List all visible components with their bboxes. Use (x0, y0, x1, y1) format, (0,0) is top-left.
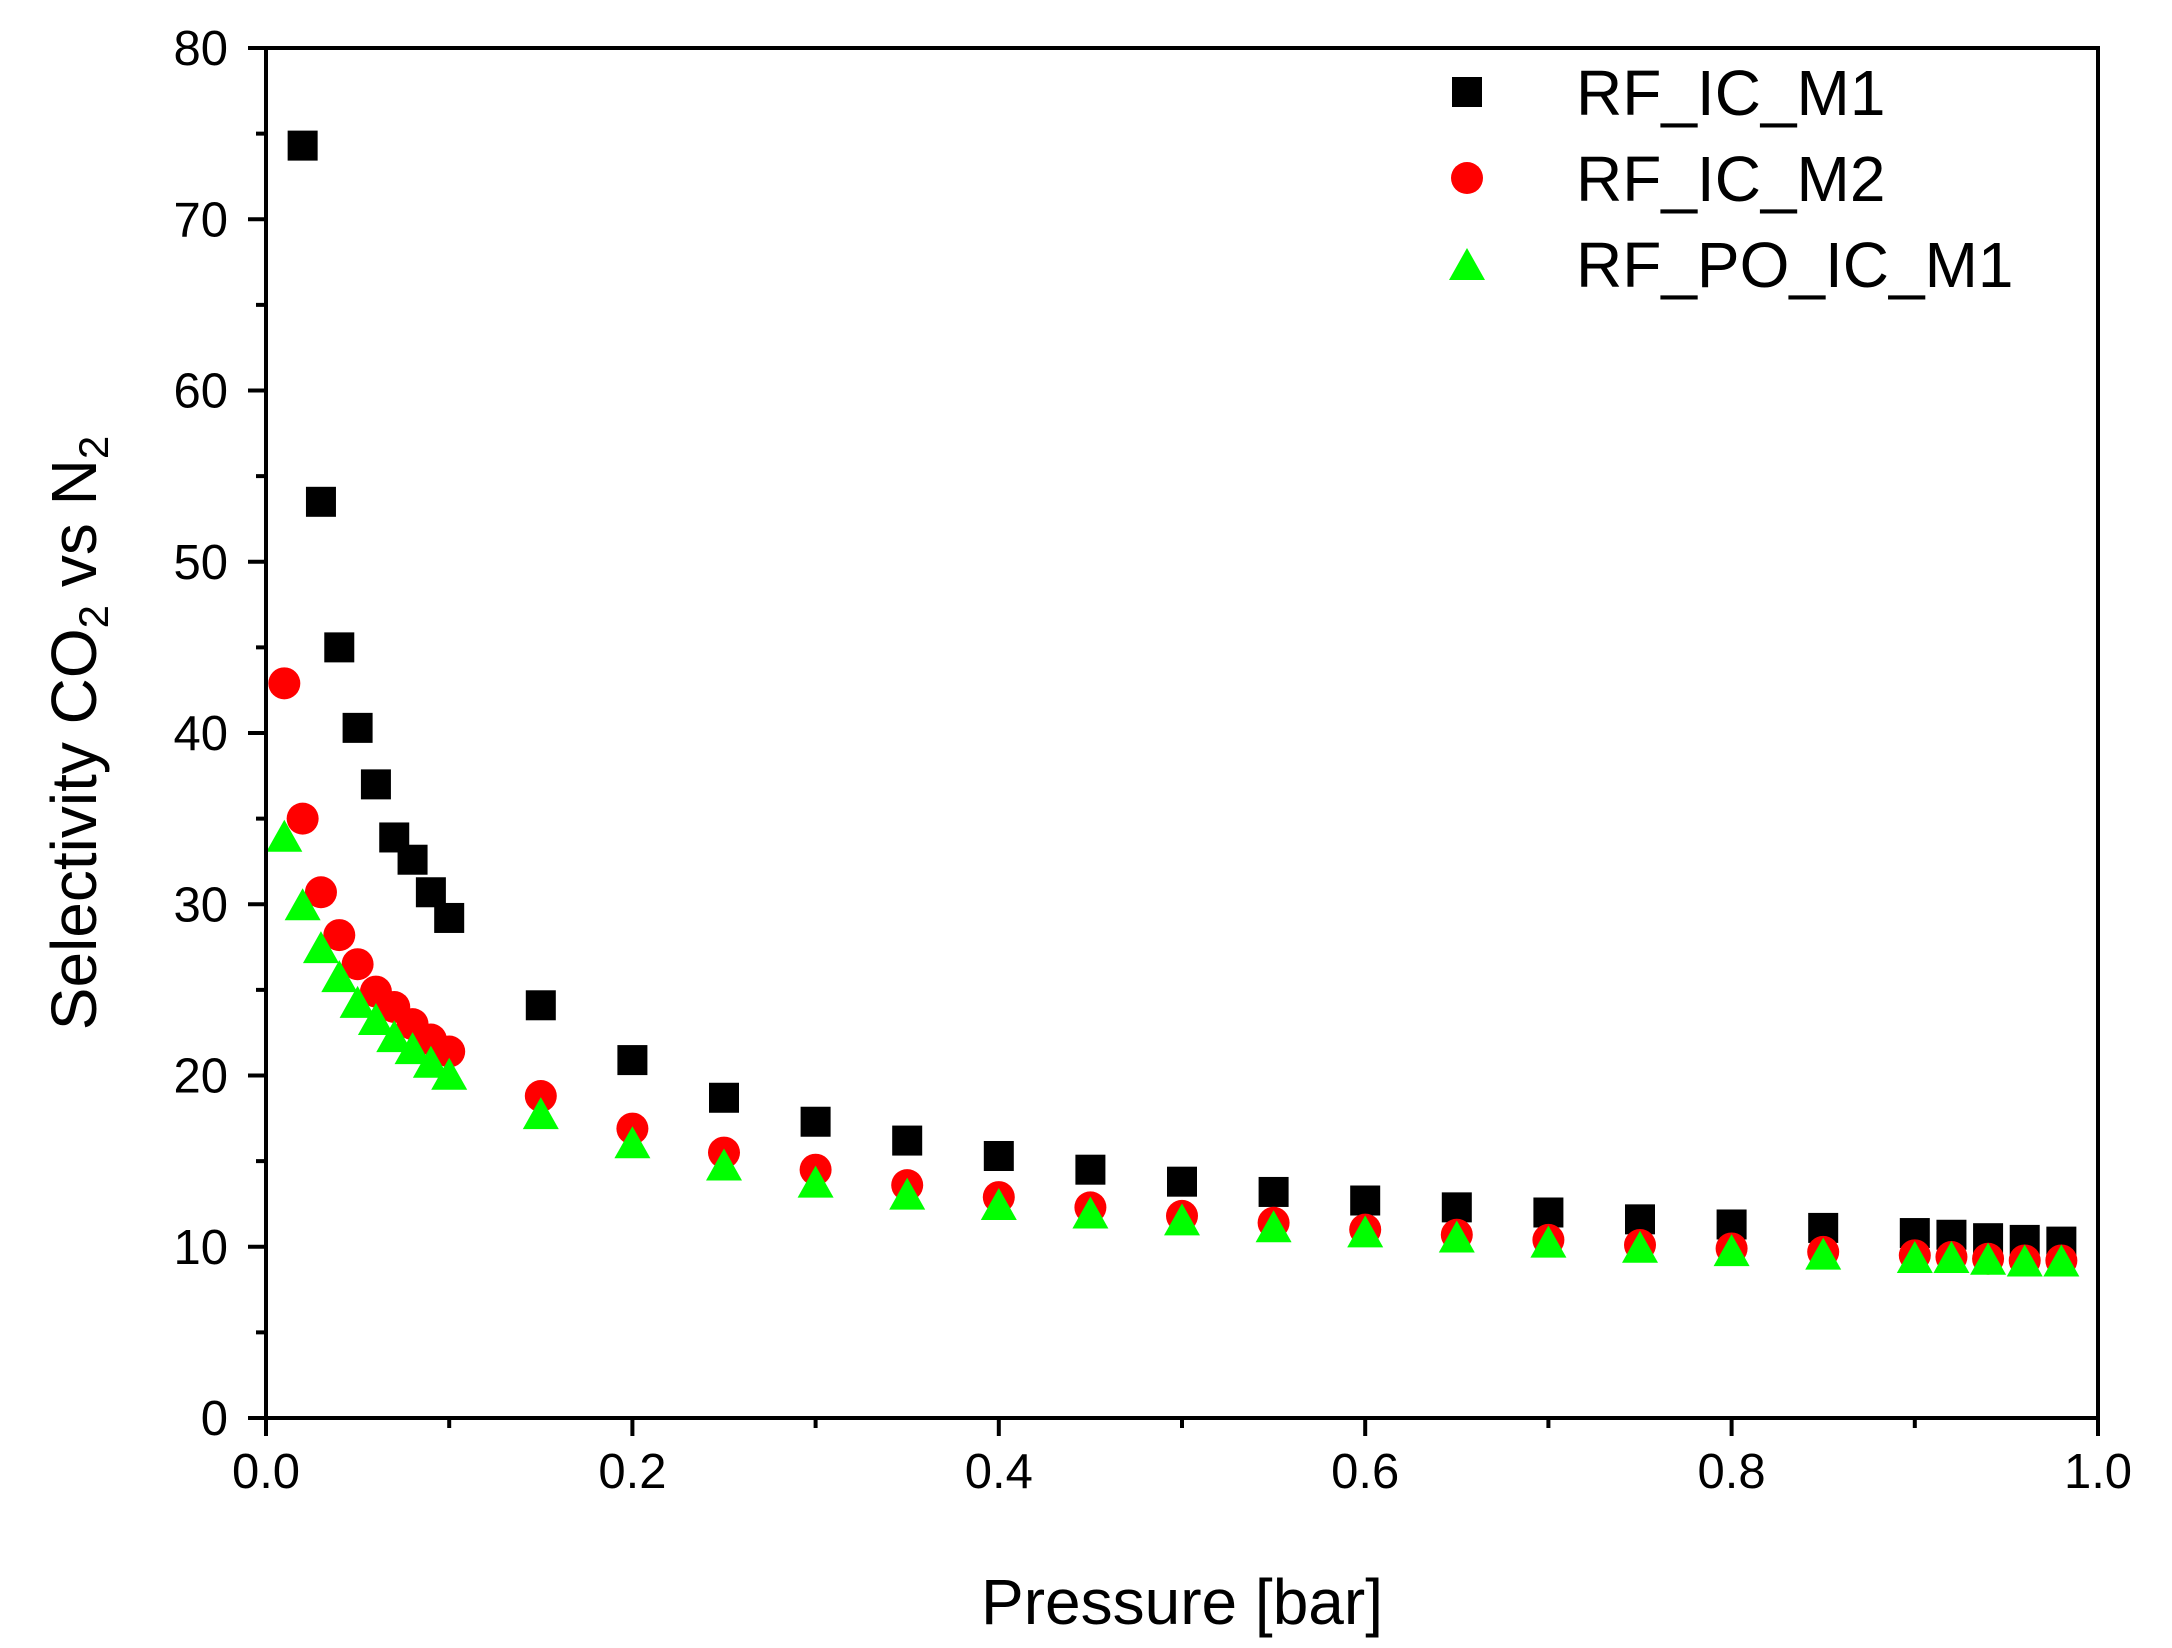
data-point (1533, 1197, 1564, 1228)
data-point (397, 844, 428, 875)
data-point (302, 931, 339, 964)
data-point (706, 1148, 742, 1181)
x-axis-title: Pressure [bar] (981, 1566, 1383, 1638)
data-point (1255, 1210, 1292, 1243)
data-point (889, 1177, 926, 1210)
data-point (524, 1080, 557, 1113)
data-point (1805, 1237, 1842, 1270)
axis-ticks: 0.0 0.2 0.4 0.6 0.8 1.0 0 10 20 30 40 50 60 70 80 (173, 22, 2132, 1499)
data-point (1896, 1241, 1933, 1274)
legend-item-rf-po-ic-m1: RF_PO_IC_M1 (1449, 229, 2013, 301)
data-point (1350, 1185, 1381, 1216)
legend-label-rf-ic-m2: RF_IC_M2 (1576, 143, 1885, 215)
data-point (1075, 1154, 1106, 1185)
data-point (376, 1020, 413, 1053)
data-point (266, 819, 303, 852)
y-tick-label: 60 (173, 365, 228, 419)
data-point (412, 1045, 449, 1078)
data-point (1072, 1196, 1109, 1229)
data-point (892, 1125, 923, 1156)
y-tick-label: 70 (173, 193, 228, 247)
y-tick-label: 30 (173, 878, 228, 932)
data-point (304, 876, 337, 909)
data-point (2043, 1244, 2080, 1277)
y-tick-label: 20 (173, 1050, 228, 1104)
data-point (341, 948, 374, 981)
data-point (1530, 1225, 1567, 1258)
legend-marker-circle-icon (1451, 162, 1483, 194)
data-point (1713, 1234, 1750, 1267)
x-tick-label: 0.4 (965, 1445, 1033, 1499)
data-point (800, 1106, 831, 1137)
data-point (433, 1035, 466, 1068)
data-point (1164, 1203, 1200, 1236)
legend-item-rf-ic-m2: RF_IC_M2 (1451, 143, 1885, 215)
legend-marker-square-icon (1452, 77, 1482, 107)
data-point (431, 1057, 468, 1090)
legend-marker-triangle-icon (1449, 248, 1485, 280)
data-markers (266, 130, 2080, 1277)
x-tick-label: 1.0 (2064, 1445, 2132, 1499)
data-point (1167, 1166, 1197, 1197)
data-point (357, 1002, 394, 1035)
data-point (323, 919, 356, 952)
data-point (617, 1045, 648, 1076)
x-tick-label: 0.0 (232, 1445, 300, 1499)
data-point (525, 990, 556, 1021)
data-point (305, 486, 336, 517)
legend-item-rf-ic-m1: RF_IC_M1 (1452, 57, 1885, 129)
legend-label-rf-po-ic-m1: RF_PO_IC_M1 (1576, 229, 2013, 301)
y-axis-title-middle: vs N (38, 459, 110, 605)
data-point (1933, 1241, 1970, 1274)
data-point (797, 1165, 834, 1198)
data-point (1441, 1192, 1472, 1223)
legend: RF_IC_M1 RF_IC_M2 RF_PO_IC_M1 (1449, 57, 2013, 301)
series-rf-po-ic-m1 (266, 819, 2080, 1277)
data-point (2006, 1244, 2043, 1277)
data-point (321, 960, 358, 993)
data-point (1438, 1220, 1475, 1253)
data-point (434, 902, 465, 933)
data-point (1347, 1215, 1384, 1248)
y-tick-label: 0 (201, 1392, 228, 1446)
y-tick-label: 40 (173, 707, 228, 761)
data-point (342, 712, 373, 743)
data-point (287, 130, 318, 161)
data-point (522, 1097, 559, 1130)
data-point (980, 1187, 1017, 1220)
data-point (1970, 1242, 2007, 1275)
data-point (614, 1126, 651, 1159)
y-tick-label: 10 (173, 1221, 228, 1275)
legend-label-rf-ic-m1: RF_IC_M1 (1576, 57, 1885, 129)
y-tick-label: 80 (173, 22, 228, 76)
data-point (324, 632, 355, 663)
data-point (339, 985, 376, 1018)
legend-marker-triangle-icon (1449, 248, 1485, 280)
x-tick-label: 0.6 (1331, 1445, 1399, 1499)
x-tick-label: 0.8 (1698, 1445, 1766, 1499)
data-point (284, 888, 321, 921)
data-point (286, 802, 319, 835)
legend-marker-circle-icon (1451, 162, 1483, 194)
y-axis-title: Selectivity CO2 vs N2 (38, 436, 117, 1030)
y-axis-title-prefix: Selectivity CO (38, 628, 110, 1030)
legend-marker-square-icon (1452, 77, 1482, 107)
data-point (360, 769, 391, 800)
data-point (983, 1140, 1014, 1171)
data-point (1258, 1176, 1289, 1207)
y-axis-title-subscript-co2: 2 (70, 605, 117, 628)
data-point (268, 667, 301, 700)
data-point (394, 1032, 431, 1065)
x-tick-label: 0.2 (598, 1445, 666, 1499)
y-axis-title-subscript-n2: 2 (70, 436, 117, 459)
y-tick-label: 50 (173, 536, 228, 590)
data-point (1622, 1230, 1658, 1263)
data-point (709, 1082, 739, 1113)
data-point (415, 877, 446, 908)
series-rf-ic-m1 (287, 130, 2077, 1257)
